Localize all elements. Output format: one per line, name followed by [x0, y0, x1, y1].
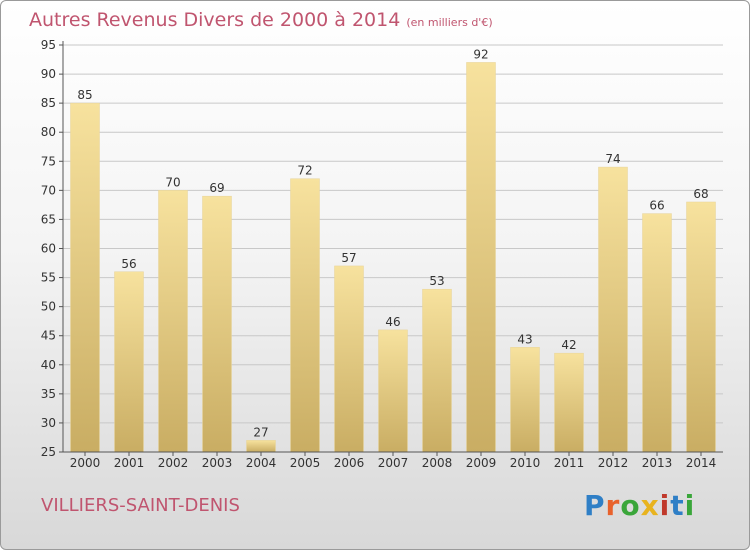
bars: [70, 62, 716, 453]
y-tick-label: 80: [41, 125, 56, 139]
bar-2003: [202, 195, 232, 453]
y-tick-label: 25: [41, 445, 56, 459]
x-tick-label: 2013: [642, 456, 673, 470]
bar-value-label: 46: [385, 315, 400, 329]
logo-letter: i: [684, 489, 696, 522]
bar-value-label: 74: [605, 152, 620, 166]
labels: 25 30 35 40 45 50 55 60 65 70 75 80 85 90 95 85 2000 56 20…: [41, 38, 717, 470]
logo-letter: P: [584, 489, 606, 522]
title-text: Autres Revenus Divers de 2000 à 2014: [29, 9, 401, 31]
y-tick-label: 30: [41, 416, 56, 430]
bar-value-label: 27: [253, 425, 268, 439]
bar-value-label: 85: [77, 88, 92, 102]
y-tick-label: 95: [41, 38, 56, 52]
bar-2012: [598, 166, 628, 453]
y-tick-label: 75: [41, 154, 56, 168]
chart-title: Autres Revenus Divers de 2000 à 2014 (en …: [29, 9, 493, 31]
bar-value-label: 43: [517, 332, 532, 346]
bar-value-label: 42: [561, 338, 576, 352]
bar-2005: [290, 178, 320, 453]
x-tick-label: 2003: [202, 456, 233, 470]
bar-2004: [246, 440, 276, 453]
y-tick-label: 45: [41, 329, 56, 343]
bar-value-label: 72: [297, 164, 312, 178]
x-tick-label: 2001: [114, 456, 145, 470]
bar-2014: [686, 201, 716, 453]
axes: [59, 41, 723, 456]
y-tick-label: 70: [41, 183, 56, 197]
y-tick-label: 50: [41, 300, 56, 314]
bar-2001: [114, 271, 144, 453]
bar-value-label: 69: [209, 181, 224, 195]
y-tick-label: 90: [41, 67, 56, 81]
x-tick-label: 2006: [334, 456, 365, 470]
y-tick-label: 55: [41, 271, 56, 285]
bar-2013: [642, 213, 672, 453]
y-tick-label: 35: [41, 387, 56, 401]
bar-2010: [510, 347, 540, 453]
x-tick-label: 2007: [378, 456, 409, 470]
logo-letter: i: [659, 489, 671, 522]
y-tick-label: 65: [41, 212, 56, 226]
x-tick-label: 2008: [422, 456, 453, 470]
y-tick-label: 85: [41, 96, 56, 110]
x-tick-label: 2014: [686, 456, 717, 470]
x-tick-label: 2011: [554, 456, 585, 470]
bar-2011: [554, 352, 584, 453]
bar-value-label: 66: [649, 199, 664, 213]
x-tick-label: 2005: [290, 456, 321, 470]
bar-2002: [158, 190, 188, 453]
x-tick-label: 2009: [466, 456, 497, 470]
y-tick-label: 40: [41, 358, 56, 372]
logo-letter: r: [605, 489, 621, 522]
bar-2007: [378, 329, 408, 453]
logo-letter: x: [640, 489, 660, 522]
x-tick-label: 2010: [510, 456, 541, 470]
bar-value-label: 70: [165, 175, 180, 189]
bar-2000: [70, 102, 100, 453]
x-tick-label: 2012: [598, 456, 629, 470]
bar-2009: [466, 62, 496, 453]
commune-name: VILLIERS-SAINT-DENIS: [41, 495, 240, 516]
bar-value-label: 53: [429, 274, 444, 288]
y-tick-label: 60: [41, 242, 56, 256]
logo-letter: t: [670, 489, 685, 522]
bar-2008: [422, 288, 452, 453]
logo-letter: o: [620, 489, 641, 522]
bar-value-label: 57: [341, 251, 356, 265]
bar-value-label: 92: [473, 47, 488, 61]
bar-value-label: 68: [693, 187, 708, 201]
x-tick-label: 2002: [158, 456, 189, 470]
title-unit: (en milliers d'€): [406, 16, 493, 29]
x-tick-label: 2000: [70, 456, 101, 470]
proxiti-logo[interactable]: Proxiti: [584, 489, 695, 522]
bar-2006: [334, 265, 364, 453]
bar-value-label: 56: [121, 257, 136, 271]
x-tick-label: 2004: [246, 456, 277, 470]
